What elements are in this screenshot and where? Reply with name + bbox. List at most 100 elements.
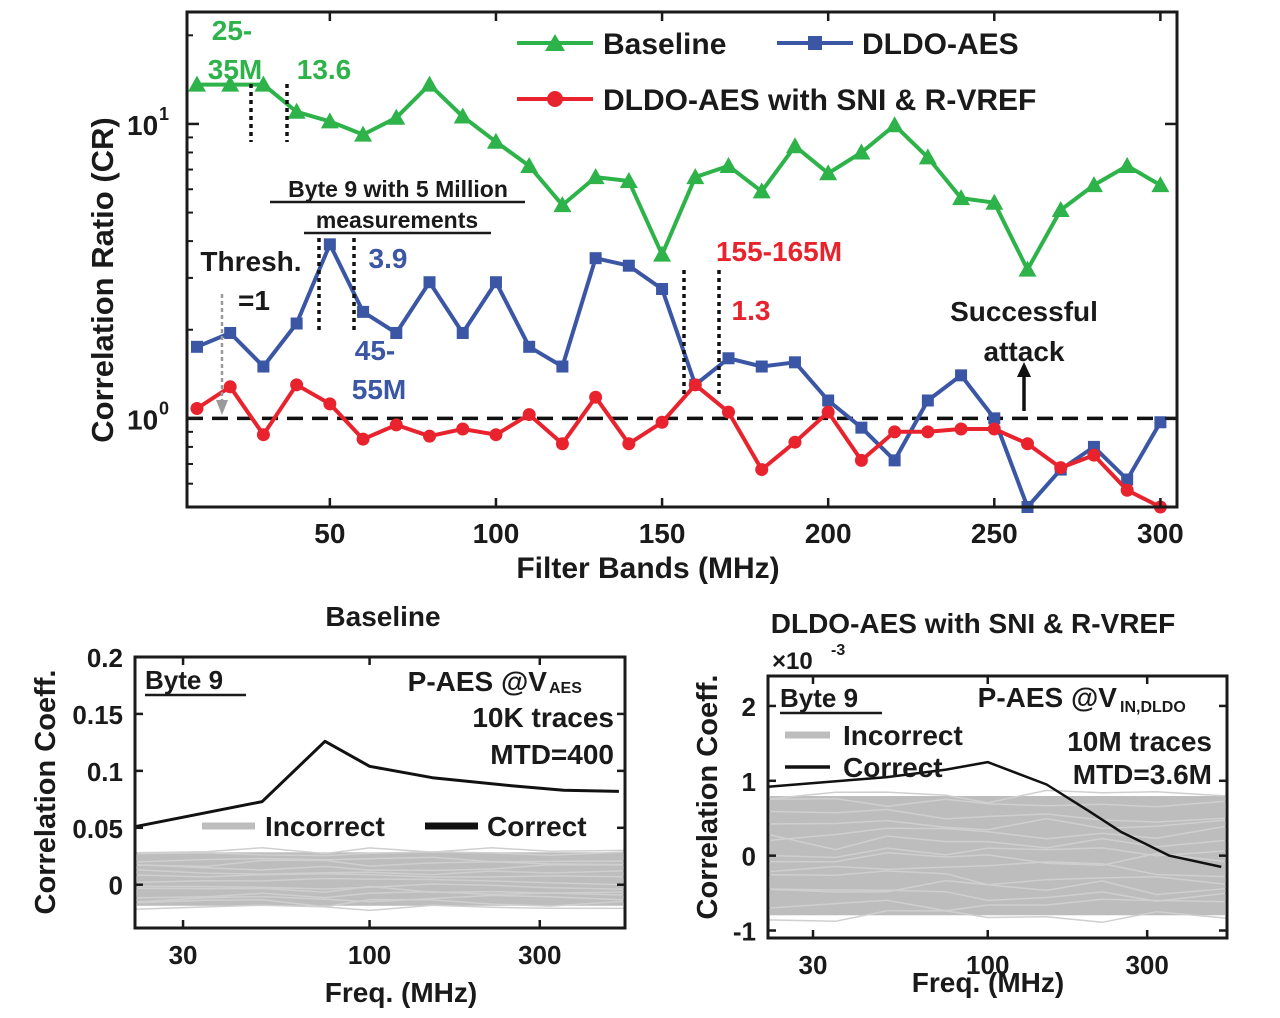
data-point-baseline-120 [553, 196, 572, 213]
legend-sni-label: DLDO-AES with SNI & R-VREF [603, 84, 1036, 117]
baseline-chart-ticks: 30 100 300 0.2 0.15 0.1 0.05 0 [72, 643, 625, 970]
top-x-axis-title: Filter Bands (MHz) [516, 552, 779, 585]
red-peak-value: 1.3 [732, 295, 771, 326]
data-point-sni-30 [256, 428, 270, 442]
baseline-info-name: P-AES @V [408, 666, 548, 697]
green-band-label-top: 25- [212, 15, 252, 46]
data-point-dldo-200 [822, 394, 835, 407]
baseline-info-subscript: AES [549, 680, 582, 697]
data-point-sni-260 [1021, 437, 1035, 451]
data-point-dldo-60 [357, 305, 370, 318]
data-point-dldo-150 [656, 283, 669, 296]
sni-chart-ticks: 30 100 300 2 1 0 -1 [733, 676, 1227, 980]
data-point-dldo-300 [1154, 416, 1167, 429]
data-point-baseline-20 [221, 75, 240, 92]
data-point-dldo-70 [390, 326, 403, 339]
data-point-sni-180 [755, 463, 769, 477]
sni-incorrect-trace-12 [767, 797, 1228, 808]
sni-y-tick-label-0: 0 [742, 842, 756, 872]
data-point-dldo-180 [755, 360, 768, 373]
baseline-x-tick-label-100: 100 [348, 940, 391, 970]
baseline-incorrect-trace-11 [134, 856, 626, 863]
data-point-sni-200 [821, 405, 835, 419]
sni-chart-plot-area [767, 760, 1228, 924]
baseline-byte-label: Byte 9 [145, 665, 223, 695]
data-point-sni-10 [190, 402, 204, 416]
sni-incorrect-trace-11 [767, 808, 1228, 823]
data-point-baseline-160 [686, 168, 705, 185]
data-point-sni-60 [356, 432, 370, 446]
sni-y-tick-label-2: 2 [742, 692, 756, 722]
series-line-baseline [197, 82, 1162, 272]
sni-incorrect-trace-1 [767, 898, 1228, 912]
data-point-dldo-90 [456, 326, 469, 339]
data-point-baseline-140 [619, 172, 638, 189]
data-point-dldo-10 [190, 340, 203, 353]
data-point-sni-70 [389, 418, 403, 432]
data-point-dldo-110 [523, 340, 536, 353]
top-x-tick-label-200: 200 [805, 518, 852, 549]
sni-y-scale-note: ×10 [772, 648, 813, 675]
data-point-dldo-170 [722, 352, 735, 365]
top-y-tick-label-1: 10 [127, 404, 158, 435]
sni-incorrect-trace-7 [767, 847, 1228, 859]
sni-incorrect-trace-0 [767, 910, 1228, 924]
data-point-dldo-230 [921, 394, 934, 407]
baseline-incorrect-trace-12 [134, 851, 626, 857]
data-point-sni-80 [423, 429, 437, 443]
sni-y-axis-title: Correlation Coeff. [692, 675, 724, 920]
data-point-sni-230 [921, 425, 935, 439]
sni-incorrect-trace-13 [767, 789, 1228, 804]
sni-x-axis-title: Freq. (MHz) [912, 967, 1064, 998]
sni-chart-title: DLDO-AES with SNI & R-VREF [771, 608, 1175, 639]
data-point-baseline-270 [1051, 201, 1070, 218]
baseline-incorrect-trace-7 [134, 872, 626, 878]
data-point-baseline-100 [486, 132, 505, 149]
data-point-sni-170 [722, 405, 736, 419]
sni-chart-frame [766, 674, 1229, 940]
data-point-baseline-30 [254, 75, 273, 92]
data-point-sni-210 [854, 453, 868, 467]
baseline-x-axis-title: Freq. (MHz) [325, 977, 477, 1008]
legend-sni-marker [547, 91, 563, 107]
sni-incorrect-trace-6 [767, 852, 1228, 866]
sni-correct-trace [767, 760, 1222, 869]
blue-peak-value: 3.9 [369, 243, 408, 274]
data-point-baseline-70 [387, 108, 406, 125]
baseline-y-tick-label-0.15: 0.15 [72, 700, 123, 730]
top-x-tick-label-300: 300 [1137, 518, 1184, 549]
sni-chart: DLDO-AES with SNI & R-VREF ×10 -3 30 100 3… [692, 608, 1229, 998]
series-line-sni [195, 382, 1162, 509]
data-point-baseline-10 [187, 75, 206, 92]
data-point-sni-110 [522, 408, 536, 422]
data-point-baseline-80 [420, 75, 439, 92]
data-point-baseline-240 [952, 189, 971, 206]
data-point-sni-150 [655, 415, 669, 429]
baseline-chart-plot-area [134, 739, 626, 912]
data-point-baseline-230 [918, 148, 937, 165]
data-point-baseline-300 [1151, 176, 1170, 193]
sni-incorrect-trace-10 [767, 817, 1228, 831]
baseline-incorrect-trace-5 [134, 883, 626, 891]
data-point-dldo-120 [556, 360, 569, 373]
data-point-dldo-30 [257, 360, 270, 373]
top-chart-frame [185, 10, 1179, 509]
baseline-y-tick-label-0.2: 0.2 [87, 643, 123, 673]
sni-legend-incorrect-label: Incorrect [843, 720, 963, 751]
data-point-dldo-210 [855, 421, 868, 434]
data-point-sni-220 [888, 425, 902, 439]
baseline-incorrect-trace-8 [134, 868, 626, 876]
sni-y-tick-label--1: -1 [733, 917, 756, 947]
baseline-incorrect-trace-1 [134, 898, 626, 908]
sni-y-tick-label-1: 1 [742, 767, 756, 797]
sni-x-tick-label-30: 30 [799, 950, 828, 980]
data-point-sni-270 [1054, 461, 1068, 475]
data-point-dldo-290 [1121, 473, 1134, 486]
attack-label-line2: attack [984, 336, 1065, 367]
sni-incorrect-trace-5 [767, 860, 1228, 878]
baseline-incorrect-trace-9 [134, 863, 626, 872]
baseline-y-tick-label-0: 0 [109, 871, 123, 901]
data-point-sni-160 [688, 378, 702, 392]
data-point-baseline-60 [354, 125, 373, 142]
legend-baseline-marker [545, 34, 565, 51]
